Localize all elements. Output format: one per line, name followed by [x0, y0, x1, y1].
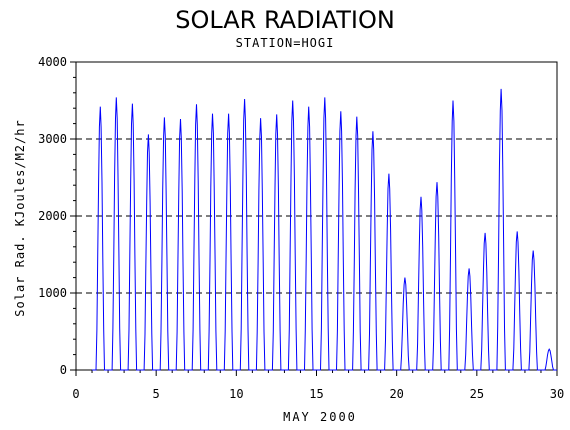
y-tick-label: 0 [60, 363, 67, 377]
x-tick-label: 25 [470, 387, 484, 401]
y-tick-label: 1000 [38, 286, 67, 300]
chart-subtitle: STATION=HOGI [235, 36, 335, 50]
y-tick-label: 4000 [38, 55, 67, 69]
x-axis-label: MAY 2000 [283, 410, 357, 424]
y-tick-label: 3000 [38, 132, 67, 146]
x-tick-label: 5 [153, 387, 160, 401]
radiation-series-line [92, 88, 557, 371]
x-tick-label: 0 [72, 387, 79, 401]
x-tick-label: 10 [229, 387, 243, 401]
x-tick-label: 15 [309, 387, 323, 401]
y-tick-label: 2000 [38, 209, 67, 223]
x-tick-label: 30 [550, 387, 564, 401]
chart-title: SOLAR RADIATION [175, 6, 395, 34]
x-tick-label: 20 [389, 387, 403, 401]
